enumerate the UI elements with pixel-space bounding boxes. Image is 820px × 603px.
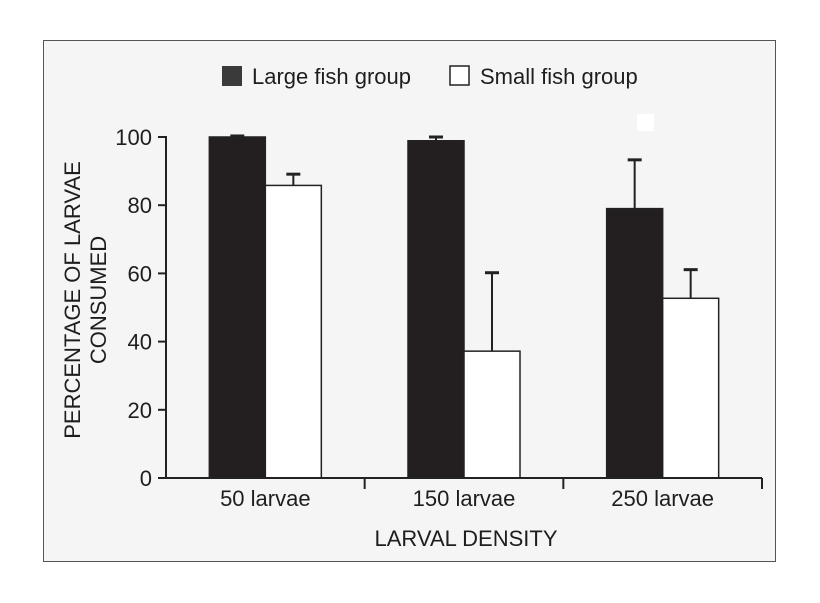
y-axis-label-line1: PERCENTAGE OF LARVAE	[60, 161, 85, 439]
y-tick-label: 0	[140, 466, 152, 491]
y-axis-label-line2: CONSUMED	[86, 236, 111, 364]
bar-large-fish	[407, 140, 465, 479]
x-tick-label: 250 larvae	[611, 486, 714, 511]
legend-swatch-large	[222, 66, 242, 86]
legend-label-small: Small fish group	[480, 64, 638, 89]
bar-large-fish	[208, 136, 267, 479]
y-tick-label: 40	[128, 330, 152, 355]
white-square-artifact	[637, 114, 654, 131]
bar-large-fish	[605, 207, 664, 479]
x-tick-label: 50 larvae	[220, 486, 311, 511]
y-tick-label: 100	[115, 125, 152, 150]
y-tick-label: 20	[128, 398, 152, 423]
x-axis-label: LARVAL DENSITY	[375, 526, 558, 551]
bar-small-fish	[264, 184, 323, 479]
legend-swatch-small	[449, 65, 470, 86]
bar-small-fish	[661, 297, 720, 479]
bar-small-fish	[463, 350, 521, 479]
legend-label-large: Large fish group	[252, 64, 411, 89]
legend: Large fish group Small fish group	[222, 64, 638, 89]
y-tick-label: 80	[128, 193, 152, 218]
x-tick-label: 150 larvae	[413, 486, 516, 511]
y-tick-label: 60	[128, 261, 152, 286]
